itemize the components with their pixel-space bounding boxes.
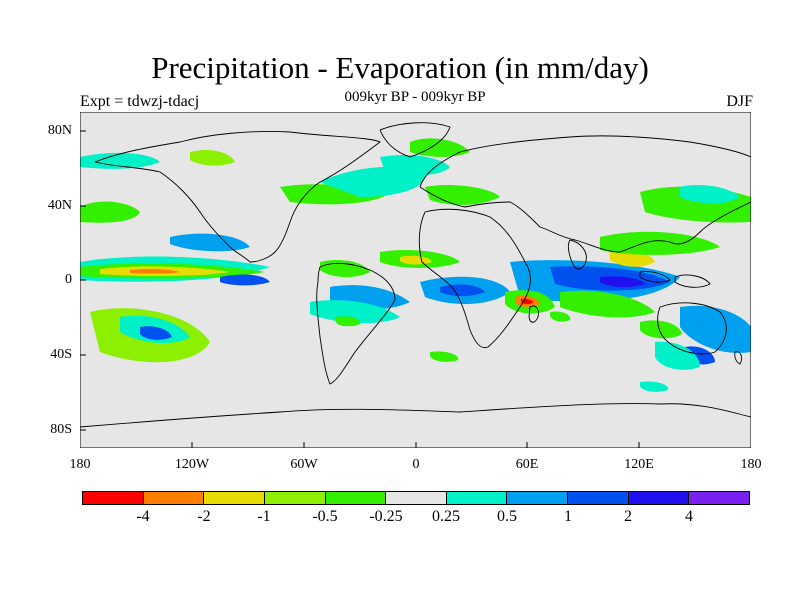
colorbar-label: -4: [136, 508, 150, 525]
contour-green: [550, 311, 571, 322]
contour-cyan: [320, 166, 426, 197]
colorbar-swatch: [83, 492, 144, 504]
colorbar-swatch: [143, 492, 205, 504]
colorbar-label: -0.25: [369, 508, 403, 525]
colorbar-swatch: [386, 492, 447, 504]
contour-green: [335, 316, 353, 327]
colorbar-label: 0.5: [497, 508, 517, 525]
coastline: [94, 131, 381, 263]
contour-cyan: [640, 381, 669, 392]
contour-cyan: [680, 185, 740, 204]
lat-label-0: 0: [65, 272, 72, 287]
colorbar-label: 4: [685, 508, 693, 525]
contour-fields: [80, 138, 751, 392]
colorbar-swatch: [507, 492, 569, 504]
colorbar-label: -0.5: [312, 508, 338, 525]
lat-label-40n: 40N: [47, 198, 72, 213]
colorbar-label: 1: [564, 508, 572, 525]
contour-green: [190, 150, 235, 166]
coastline: [528, 305, 539, 323]
lon-label-180w: 180: [69, 457, 91, 472]
contour-blue: [680, 305, 751, 353]
colorbar-swatch: [204, 492, 265, 504]
contour-green: [430, 351, 459, 362]
coastlines: [79, 122, 752, 428]
lat-label-80s: 80S: [50, 422, 72, 437]
experiment-label: Expt = tdwzj-tdacj: [80, 93, 200, 110]
coastline: [418, 208, 531, 349]
contour-blue: [600, 276, 645, 288]
coastline: [567, 239, 587, 270]
contour-blue: [440, 284, 485, 297]
map-panel: [79, 111, 752, 449]
coastline: [419, 135, 752, 253]
contour-green: [640, 320, 682, 339]
lon-label-120e: 120E: [624, 457, 654, 472]
contour-blue: [220, 274, 270, 286]
precip-evap-map: [79, 111, 752, 449]
coastline: [379, 122, 451, 158]
lon-label-180e: 180: [740, 457, 762, 472]
contour-cyan: [80, 152, 160, 169]
contour-green: [560, 290, 655, 318]
colorbar-swatch: [264, 492, 326, 504]
coastline: [657, 302, 727, 355]
contour-orange: [130, 268, 180, 274]
contour-cyan: [380, 155, 450, 176]
contour-green: [600, 231, 720, 255]
ticks: [80, 130, 640, 448]
contour-green: [320, 260, 370, 278]
contour-cyan: [655, 341, 700, 370]
chart-title: Precipitation - Evaporation (in mm/day): [151, 50, 649, 85]
colorbar-label: -1: [257, 508, 271, 525]
lon-label-60e: 60E: [515, 457, 539, 472]
coastline: [639, 271, 671, 283]
contour-blue: [140, 326, 172, 340]
coastline: [734, 351, 743, 365]
colorbar-swatch: [628, 492, 690, 504]
coastline: [316, 262, 396, 385]
colorbar-label: 0.25: [432, 508, 460, 525]
lon-label-60w: 60W: [290, 457, 318, 472]
colorbar: [82, 491, 750, 505]
colorbar-swatch: [325, 492, 387, 504]
contour-green: [410, 138, 470, 157]
season-label: DJF: [726, 93, 753, 110]
colorbar-swatch: [689, 492, 750, 504]
coastline: [79, 403, 752, 428]
colorbar-label: 2: [624, 508, 632, 525]
lat-label-80n: 80N: [47, 123, 72, 138]
contour-green: [80, 201, 140, 223]
colorbar-swatch: [446, 492, 508, 504]
colorbar-label: -2: [197, 508, 211, 525]
chart-subtitle: 009kyr BP - 009kyr BP: [344, 89, 486, 105]
lat-label-40s: 40S: [50, 347, 72, 362]
contour-yellow: [400, 255, 432, 265]
lon-label-120w: 120W: [174, 457, 210, 472]
colorbar-swatch: [568, 492, 629, 504]
coastline: [674, 274, 711, 288]
lon-label-0: 0: [412, 457, 420, 472]
contour-cyan: [310, 300, 400, 324]
